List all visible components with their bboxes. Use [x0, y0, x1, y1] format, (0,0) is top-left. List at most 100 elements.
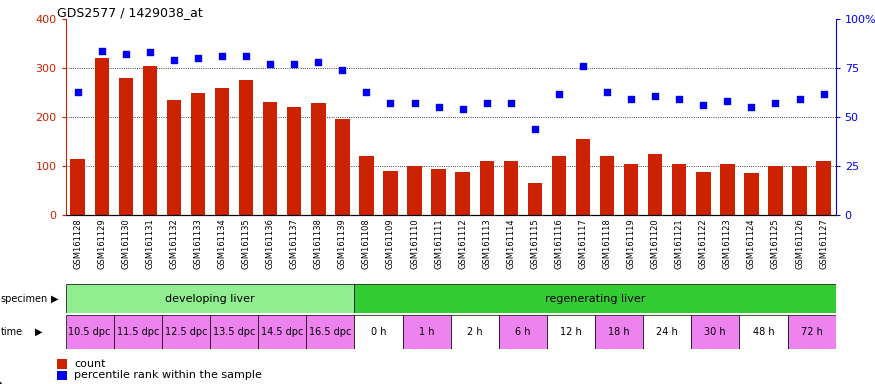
- Bar: [451, 315, 499, 349]
- Point: [287, 61, 301, 67]
- Text: 48 h: 48 h: [752, 327, 774, 337]
- Text: GSM161119: GSM161119: [626, 218, 635, 269]
- Text: percentile rank within the sample: percentile rank within the sample: [74, 370, 262, 381]
- Text: GSM161124: GSM161124: [747, 218, 756, 269]
- Bar: [576, 139, 591, 215]
- Bar: [696, 172, 710, 215]
- Point: [431, 104, 445, 111]
- Text: GSM161137: GSM161137: [290, 218, 298, 269]
- Text: GSM161128: GSM161128: [74, 218, 82, 269]
- Bar: [162, 315, 210, 349]
- Text: developing liver: developing liver: [165, 293, 255, 304]
- Bar: [215, 88, 229, 215]
- Text: 14.5 dpc: 14.5 dpc: [261, 327, 304, 337]
- Text: regenerating liver: regenerating liver: [545, 293, 645, 304]
- Bar: [595, 315, 643, 349]
- Text: GDS2577 / 1429038_at: GDS2577 / 1429038_at: [57, 6, 203, 19]
- Text: GSM161117: GSM161117: [578, 218, 587, 269]
- Bar: [167, 100, 181, 215]
- Text: GSM161113: GSM161113: [482, 218, 491, 269]
- Point: [215, 53, 229, 60]
- Bar: [66, 315, 114, 349]
- Bar: [504, 161, 518, 215]
- Bar: [354, 284, 836, 313]
- Bar: [816, 161, 831, 215]
- Bar: [71, 159, 85, 215]
- Text: 24 h: 24 h: [656, 327, 678, 337]
- Text: GSM161110: GSM161110: [410, 218, 419, 269]
- Text: 18 h: 18 h: [608, 327, 630, 337]
- Text: GSM161109: GSM161109: [386, 218, 395, 269]
- Bar: [745, 174, 759, 215]
- Bar: [456, 172, 470, 215]
- Bar: [600, 156, 614, 215]
- Bar: [788, 315, 836, 349]
- Bar: [258, 315, 306, 349]
- Text: GSM161114: GSM161114: [507, 218, 515, 269]
- Point: [94, 48, 108, 54]
- Bar: [383, 171, 397, 215]
- Point: [504, 100, 518, 106]
- Bar: [306, 315, 354, 349]
- Text: GSM161121: GSM161121: [675, 218, 683, 269]
- Bar: [114, 315, 162, 349]
- Bar: [480, 161, 494, 215]
- Point: [383, 100, 397, 106]
- Text: GSM161136: GSM161136: [266, 218, 275, 269]
- Text: 0 h: 0 h: [371, 327, 386, 337]
- Text: 12.5 dpc: 12.5 dpc: [164, 327, 207, 337]
- Bar: [402, 315, 451, 349]
- Text: GSM161130: GSM161130: [122, 218, 130, 269]
- Bar: [312, 103, 326, 215]
- Point: [263, 61, 277, 67]
- Text: GSM161135: GSM161135: [242, 218, 250, 269]
- Point: [624, 96, 638, 103]
- Text: count: count: [74, 359, 106, 369]
- Point: [720, 98, 734, 104]
- Bar: [431, 169, 446, 215]
- Bar: [793, 166, 807, 215]
- Text: GSM161118: GSM161118: [603, 218, 612, 269]
- Bar: [119, 78, 133, 215]
- Point: [360, 89, 374, 95]
- Point: [119, 51, 133, 58]
- Bar: [691, 315, 739, 349]
- Bar: [210, 315, 258, 349]
- Point: [239, 53, 253, 60]
- Bar: [528, 183, 542, 215]
- Point: [528, 126, 542, 132]
- Text: GSM161125: GSM161125: [771, 218, 780, 269]
- Point: [576, 63, 590, 69]
- Text: GSM161134: GSM161134: [218, 218, 227, 269]
- Text: GSM161112: GSM161112: [458, 218, 467, 269]
- Point: [312, 59, 326, 65]
- Point: [745, 104, 759, 111]
- Bar: [287, 108, 301, 215]
- Bar: [720, 164, 735, 215]
- Text: 11.5 dpc: 11.5 dpc: [116, 327, 159, 337]
- Text: 16.5 dpc: 16.5 dpc: [309, 327, 352, 337]
- Point: [552, 91, 566, 97]
- Bar: [672, 164, 687, 215]
- Text: GSM161139: GSM161139: [338, 218, 346, 269]
- Point: [793, 96, 807, 103]
- Text: GSM161116: GSM161116: [555, 218, 564, 269]
- Text: GSM161132: GSM161132: [170, 218, 178, 269]
- Point: [816, 91, 830, 97]
- Bar: [648, 154, 662, 215]
- Point: [480, 100, 494, 106]
- Bar: [643, 315, 691, 349]
- Text: 30 h: 30 h: [704, 327, 726, 337]
- Bar: [360, 156, 374, 215]
- Point: [672, 96, 686, 103]
- Bar: [335, 119, 350, 215]
- Text: 13.5 dpc: 13.5 dpc: [213, 327, 256, 337]
- Text: ▶: ▶: [35, 327, 43, 337]
- Text: 1 h: 1 h: [419, 327, 434, 337]
- Text: ▶: ▶: [51, 293, 59, 304]
- Bar: [143, 66, 158, 215]
- Bar: [499, 315, 547, 349]
- Bar: [354, 315, 402, 349]
- Point: [456, 106, 470, 113]
- Text: 10.5 dpc: 10.5 dpc: [68, 327, 111, 337]
